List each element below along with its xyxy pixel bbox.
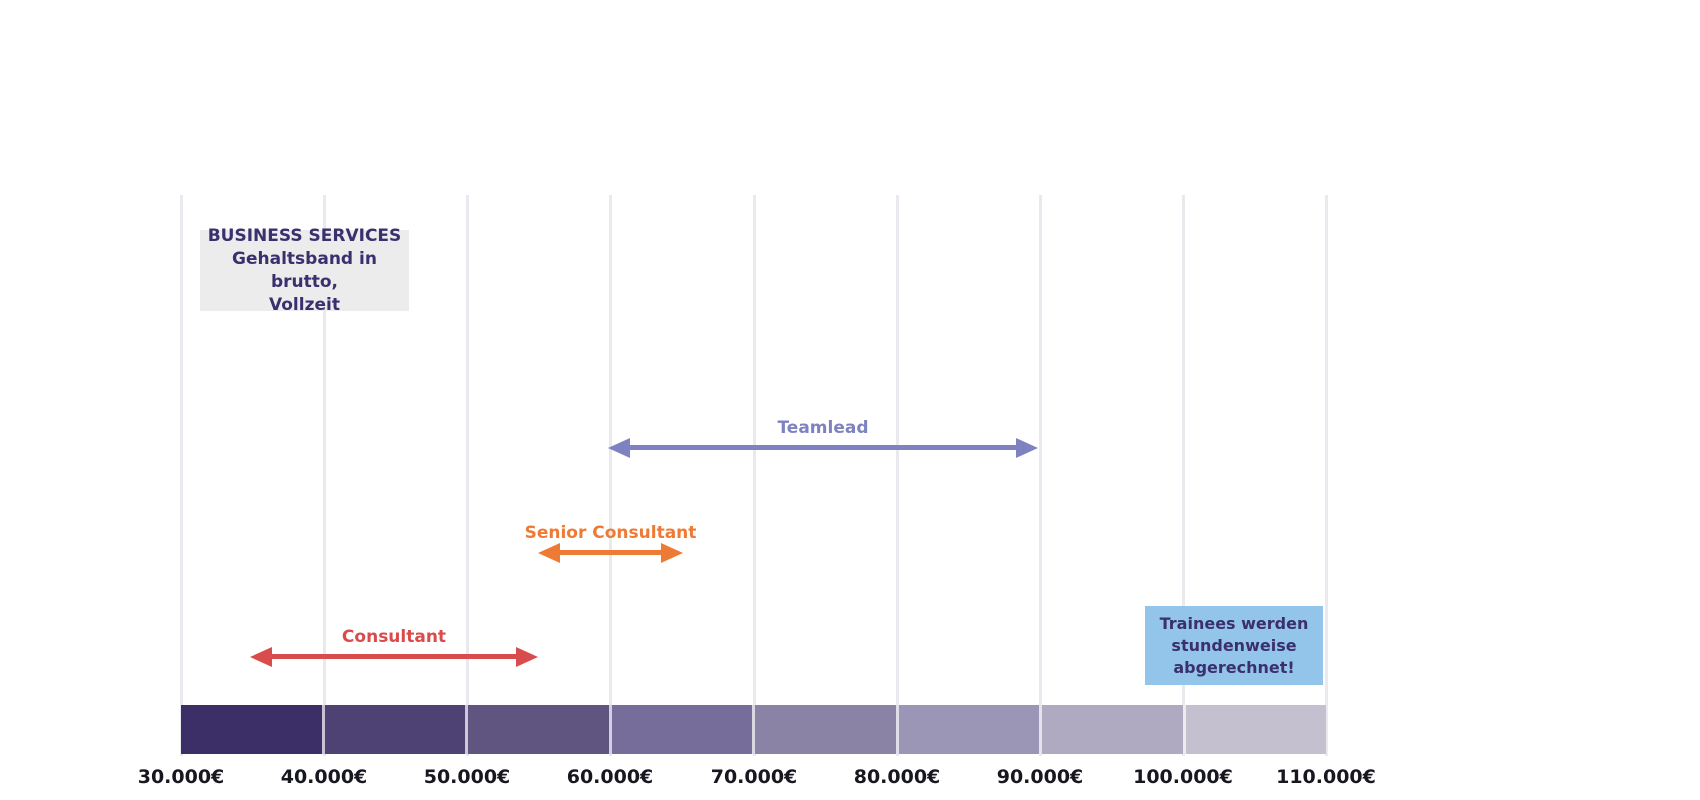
range-label-consultant: Consultant	[341, 627, 447, 647]
chart-title-line: Vollzeit	[269, 294, 340, 315]
gridline-60k	[608, 195, 612, 756]
trainees-note-line: abgerechnet!	[1173, 657, 1295, 677]
bar-segment-50-60k	[465, 705, 609, 754]
bar-segment-30-40k	[181, 705, 322, 754]
gridline-100k	[1181, 195, 1185, 756]
bar-segment-80-90k	[895, 705, 1039, 754]
range-arrow-consultant	[250, 647, 538, 667]
trainees-note-line: stundenweise	[1171, 635, 1297, 655]
bar-segment-70-80k	[752, 705, 896, 754]
chart-title-line: Gehaltsband in brutto,	[232, 248, 377, 292]
arrow-right-head-icon	[661, 543, 683, 563]
range-consultant: Consultant	[250, 627, 538, 667]
arrow-shaft	[264, 654, 524, 659]
axis-tick-label: 100.000€	[1133, 766, 1233, 788]
axis-tick-label: 30.000€	[137, 766, 225, 788]
axis-tick-label: 80.000€	[853, 766, 941, 788]
axis-tick-label: 60.000€	[566, 766, 654, 788]
gridline-40k	[322, 195, 326, 756]
range-label-teamlead: Teamlead	[777, 418, 869, 438]
bar-segment-90-100k	[1039, 705, 1183, 754]
range-arrow-senior-consultant	[538, 543, 683, 563]
axis-tick-label: 40.000€	[280, 766, 368, 788]
axis-tick-label: 50.000€	[423, 766, 511, 788]
arrow-left-head-icon	[608, 438, 630, 458]
arrow-right-head-icon	[516, 647, 538, 667]
arrow-shaft	[622, 445, 1024, 450]
gridline-70k	[752, 195, 756, 756]
bar-segment-40-50k	[321, 705, 465, 754]
range-label-senior-consultant: Senior Consultant	[524, 523, 697, 543]
arrow-left-head-icon	[538, 543, 560, 563]
range-teamlead: Teamlead	[608, 418, 1038, 458]
salary-gradient-bar	[181, 705, 1326, 754]
chart-title-line: BUSINESS SERVICES	[207, 225, 402, 246]
gridline-30k	[179, 195, 183, 756]
chart-title-box: BUSINESS SERVICES Gehaltsband in brutto,…	[200, 226, 409, 315]
arrow-left-head-icon	[250, 647, 272, 667]
arrow-shaft	[552, 550, 669, 555]
range-arrow-teamlead	[608, 438, 1038, 458]
gridline-90k	[1038, 195, 1042, 756]
gridline-80k	[895, 195, 899, 756]
axis-tick-label: 70.000€	[710, 766, 798, 788]
range-senior-consultant: Senior Consultant	[525, 523, 696, 563]
trainees-note-line: Trainees werden	[1159, 613, 1309, 633]
bar-segment-100-110k	[1182, 705, 1326, 754]
arrow-right-head-icon	[1016, 438, 1038, 458]
trainees-note-box: Trainees werden stundenweise abgerechnet…	[1145, 606, 1323, 685]
gridline-110k	[1324, 195, 1328, 756]
gridline-50k	[465, 195, 469, 756]
bar-segment-60-70k	[608, 705, 752, 754]
axis-tick-label: 90.000€	[996, 766, 1084, 788]
axis-tick-label: 110.000€	[1276, 766, 1376, 788]
